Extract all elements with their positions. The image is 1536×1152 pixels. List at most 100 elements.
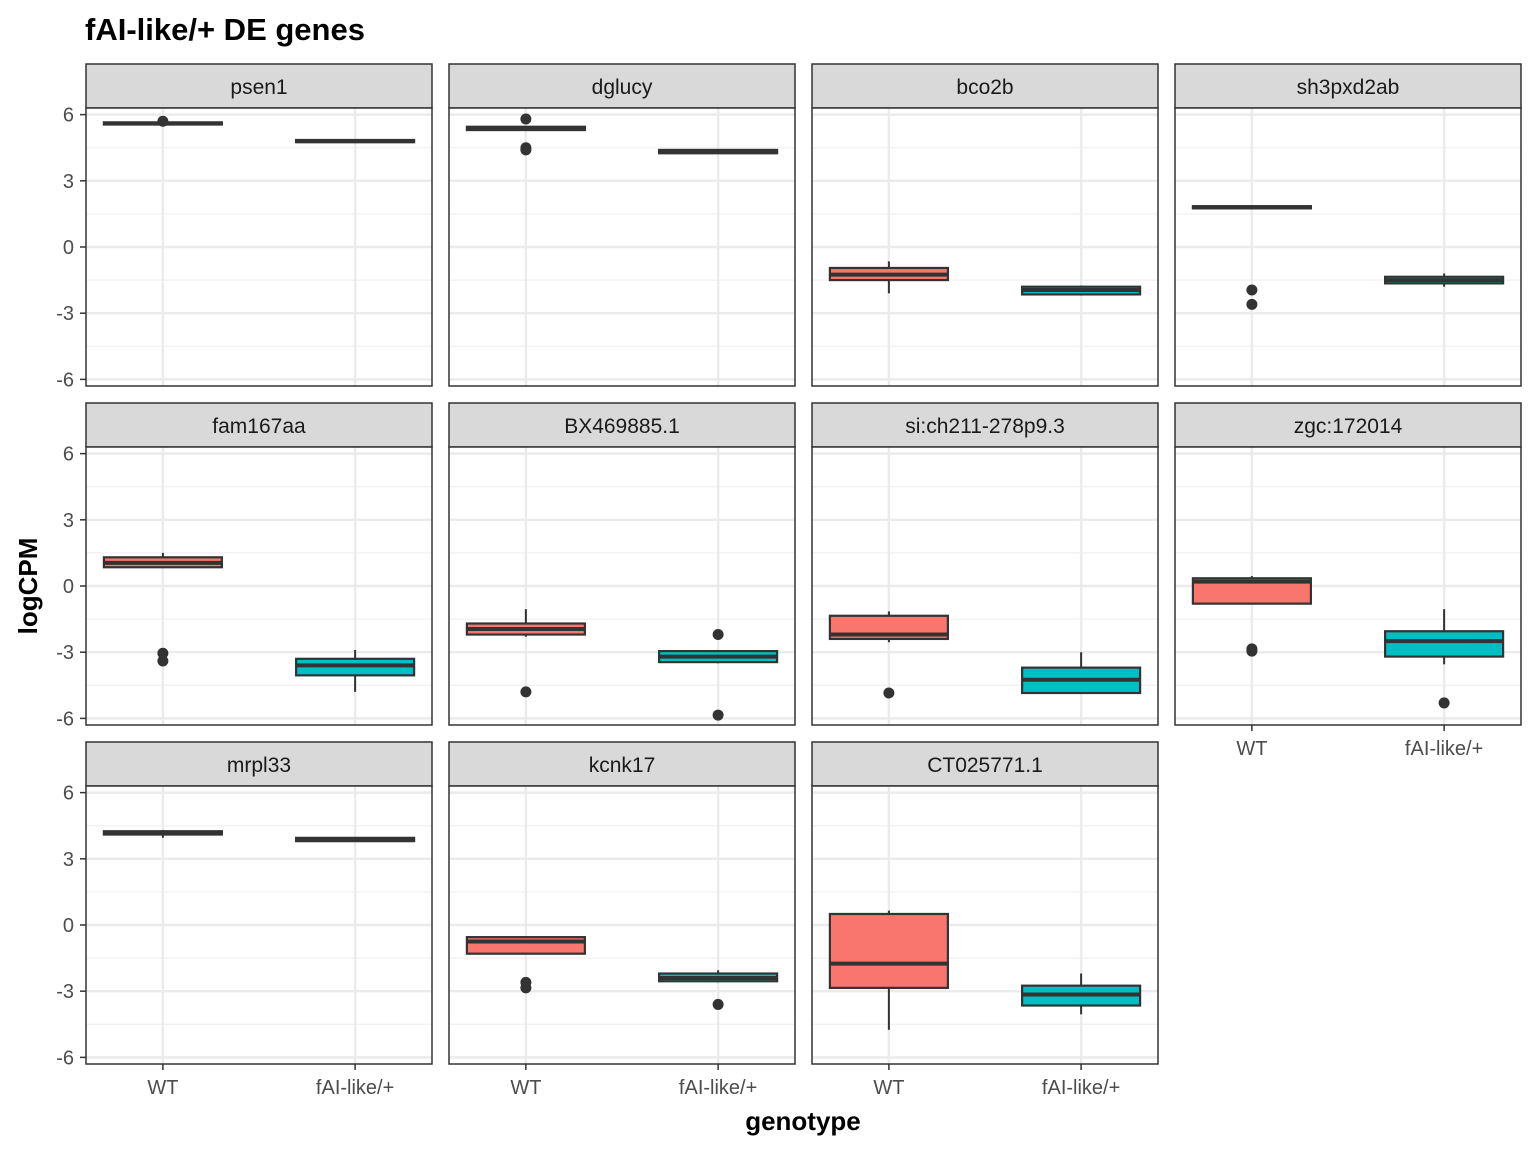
facet-strip-label: dglucy	[592, 76, 653, 99]
y-tick-label: 6	[63, 444, 74, 466]
y-tick-label: -6	[56, 1047, 74, 1069]
box-CT025771.1-wt	[828, 910, 949, 1030]
facet-panel-kcnk17: kcnk17 WT fAI-like/+	[448, 741, 796, 1099]
facet-strip	[811, 63, 1159, 109]
facet-strip-label: sh3pxd2ab	[1297, 76, 1400, 99]
y-tick-label: 6	[63, 783, 74, 805]
box-iqr	[1384, 630, 1505, 658]
box-mrpl33-fai	[295, 836, 416, 843]
outlier-point	[712, 629, 724, 641]
box-CT025771.1-fai	[1021, 973, 1142, 1015]
x-tick-label: fAI-like/+	[1405, 738, 1483, 760]
facet-strip	[85, 741, 433, 787]
facet-strip-label: bco2b	[956, 76, 1013, 99]
facet-panel-bco2b: bco2b	[811, 63, 1159, 387]
facet-strip-label: CT025771.1	[927, 754, 1043, 777]
y-tick-label: 0	[63, 576, 74, 598]
box-psen1-wt	[102, 115, 223, 127]
box-zgc:172014-wt	[1191, 576, 1312, 657]
box-mrpl33-wt	[102, 830, 223, 838]
box-si:ch211-278p9.3-wt	[828, 611, 949, 699]
x-tick-label: fAI-like/+	[316, 1077, 394, 1099]
y-tick-label: 0	[63, 237, 74, 259]
box-iqr	[828, 912, 949, 989]
facet-panels: psen1 -6 -3 0 3 6 dglucy bco2b sh3pxd2ab fam167aa…	[56, 63, 1522, 1099]
outlier-point	[157, 655, 169, 667]
box-sh3pxd2ab-fai	[1384, 273, 1505, 287]
outlier-point	[883, 687, 895, 699]
facet-strip-label: mrpl33	[227, 754, 291, 777]
y-tick-label: 3	[63, 510, 74, 532]
facet-panel-sh3pxd2ab: sh3pxd2ab	[1174, 63, 1522, 387]
facet-panel-CT025771.1: CT025771.1 WT fAI-like/+	[811, 741, 1159, 1099]
x-tick-label: WT	[1236, 738, 1267, 760]
y-axis-title: logCPM	[13, 538, 43, 635]
y-tick-label: -3	[56, 981, 74, 1003]
panel-border	[448, 785, 796, 1065]
facet-panel-psen1: psen1 -6 -3 0 3 6	[56, 63, 433, 391]
facet-strip	[448, 63, 796, 109]
facet-strip	[1174, 63, 1522, 109]
x-tick-label: WT	[147, 1077, 178, 1099]
facet-strip-label: psen1	[230, 76, 287, 99]
box-dglucy-fai	[658, 148, 779, 155]
outlier-point	[1246, 298, 1258, 310]
y-tick-label: 3	[63, 849, 74, 871]
facet-strip-label: si:ch211-278p9.3	[905, 415, 1065, 438]
outlier-point	[1438, 697, 1450, 709]
box-BX469885.1-wt	[465, 609, 586, 698]
box-bco2b-fai	[1021, 285, 1142, 296]
box-bco2b-wt	[828, 261, 949, 294]
y-tick-label: 0	[63, 915, 74, 937]
box-si:ch211-278p9.3-fai	[1021, 652, 1142, 695]
box-fam167aa-wt	[102, 552, 223, 667]
x-tick-label: fAI-like/+	[679, 1077, 757, 1099]
box-dglucy-wt	[465, 113, 586, 156]
panel-border	[811, 446, 1159, 726]
facet-strip-label: kcnk17	[589, 754, 656, 777]
panel-border	[1174, 107, 1522, 387]
box-kcnk17-fai	[658, 970, 779, 1010]
facet-strip-label: fam167aa	[212, 415, 306, 438]
facet-strip-label: BX469885.1	[564, 415, 680, 438]
outlier-point	[1246, 645, 1258, 657]
outlier-point	[712, 709, 724, 721]
facet-panel-mrpl33: mrpl33 -6 -3 0 3 6 WT fAI-like/+	[56, 741, 433, 1099]
facet-strip	[448, 402, 796, 448]
outlier-point	[157, 647, 169, 659]
outlier-point	[712, 998, 724, 1010]
x-axis-title: genotype	[745, 1106, 861, 1136]
y-tick-label: 6	[63, 105, 74, 127]
box-psen1-fai	[295, 138, 416, 144]
x-tick-label: fAI-like/+	[1042, 1077, 1120, 1099]
panel-border	[811, 107, 1159, 387]
facet-strip	[811, 402, 1159, 448]
box-kcnk17-wt	[465, 936, 586, 994]
outlier-point	[520, 113, 532, 125]
facet-strip	[85, 402, 433, 448]
outlier-point	[157, 115, 169, 127]
x-tick-label: WT	[873, 1077, 904, 1099]
y-tick-label: -6	[56, 708, 74, 730]
facet-panel-zgc:172014: zgc:172014 WT fAI-like/+	[1174, 402, 1522, 760]
facet-strip-label: zgc:172014	[1294, 415, 1403, 438]
facet-panel-si:ch211-278p9.3: si:ch211-278p9.3	[811, 402, 1159, 726]
y-tick-label: 3	[63, 171, 74, 193]
facet-strip	[85, 63, 433, 109]
box-fam167aa-fai	[295, 649, 416, 692]
box-sh3pxd2ab-wt	[1191, 205, 1312, 310]
facet-strip	[1174, 402, 1522, 448]
facet-strip	[811, 741, 1159, 787]
panel-border	[1174, 446, 1522, 726]
panel-border	[448, 107, 796, 387]
facet-panel-BX469885.1: BX469885.1	[448, 402, 796, 726]
panel-border	[811, 785, 1159, 1065]
y-tick-label: -6	[56, 369, 74, 391]
facet-panel-fam167aa: fam167aa -6 -3 0 3 6	[56, 402, 433, 730]
outlier-point	[1246, 284, 1258, 296]
chart-title: fAI-like/+ DE genes	[85, 12, 365, 47]
y-tick-label: -3	[56, 303, 74, 325]
outlier-point	[520, 686, 532, 698]
facet-panel-dglucy: dglucy	[448, 63, 796, 387]
